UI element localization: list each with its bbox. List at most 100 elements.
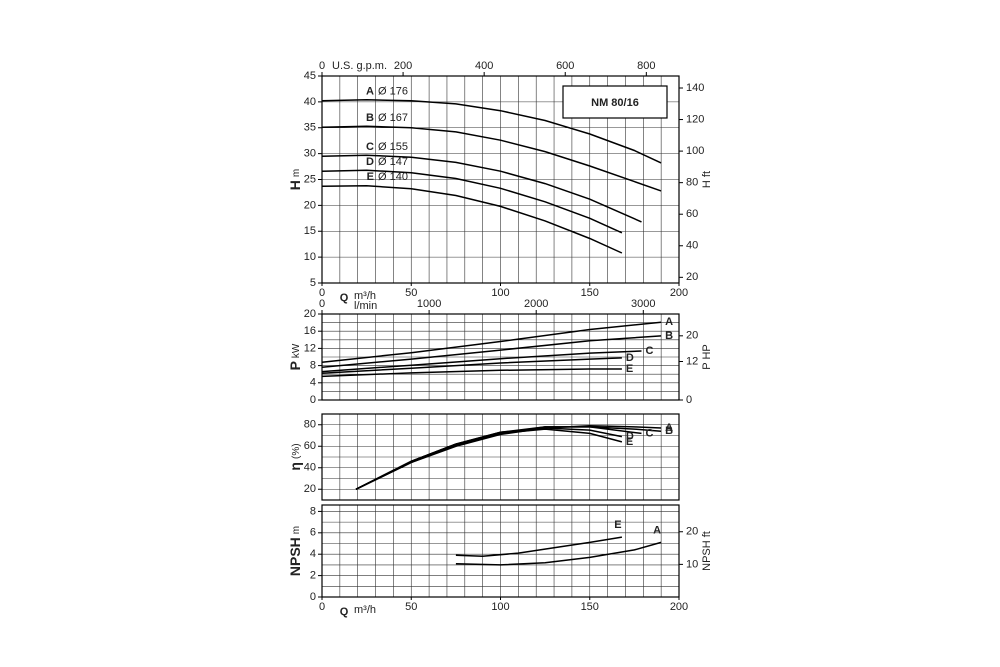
y2-tick-label: 20	[686, 330, 698, 342]
curve	[321, 368, 622, 378]
x-tick-label: 200	[670, 287, 688, 299]
plot-frame	[321, 413, 680, 501]
curve	[321, 357, 622, 375]
curve	[321, 350, 642, 373]
x-axis-name: Q	[340, 292, 349, 304]
x-tick-label: 150	[581, 601, 599, 613]
y2-tick-label: 80	[686, 177, 698, 189]
x2-tick-label: 800	[637, 60, 655, 72]
y-tick-label: 20	[304, 308, 316, 320]
y-tick-label: 12	[304, 342, 316, 354]
y-axis-name: H	[287, 180, 303, 190]
curve	[321, 184, 623, 254]
y-axis-label: η (%)	[287, 443, 303, 470]
series-name: C	[646, 427, 654, 439]
x2-tick-label: 400	[475, 60, 493, 72]
curve	[321, 169, 623, 234]
y-tick-label: 20	[304, 199, 316, 211]
y2-tick-label: 12	[686, 355, 698, 367]
x-axis-unit: m³/h	[354, 604, 376, 616]
x2-tick-label: 200	[394, 60, 412, 72]
x-axis-name: Q	[340, 606, 349, 618]
x-tick-label: 100	[491, 601, 509, 613]
x2-axis-label: l/min	[354, 300, 377, 312]
y2-tick-label: 0	[686, 394, 692, 406]
x-tick-label: 0	[319, 601, 325, 613]
series-name: A	[665, 422, 673, 434]
x2-tick-label: 600	[556, 60, 574, 72]
y-tick-label: 15	[304, 225, 316, 237]
series-label: Ø 176	[378, 86, 408, 98]
y-tick-label: 8	[310, 360, 316, 372]
y-tick-label: 0	[310, 591, 316, 603]
series-name: D	[366, 156, 374, 168]
y2-tick-label: 10	[686, 558, 698, 570]
x-axis-unit: m³/h	[354, 290, 376, 302]
x2-tick-label: 2000	[524, 298, 548, 310]
chart-title: NM 80/16	[591, 97, 639, 109]
title-box	[562, 85, 668, 119]
y-axis-unit: (%)	[291, 443, 302, 459]
y-tick-label: 4	[310, 377, 316, 389]
y-axis-unit: m	[291, 169, 302, 177]
x-tick-label: 150	[581, 287, 599, 299]
y-tick-label: 5	[310, 277, 316, 289]
y-axis-label: Hm	[287, 169, 303, 190]
series-name: A	[653, 524, 661, 536]
series-name: E	[367, 171, 374, 183]
y-tick-label: 20	[304, 483, 316, 495]
series-name: B	[665, 425, 673, 437]
series-name: B	[366, 112, 374, 124]
series-name: D	[626, 430, 634, 442]
series-name: B	[665, 330, 673, 342]
y-axis-label: PkW	[287, 343, 303, 370]
y-tick-label: 60	[304, 440, 316, 452]
series-name: D	[626, 352, 634, 364]
y2-axis-label: NPSH ft	[701, 531, 713, 571]
x-tick-label: 100	[491, 287, 509, 299]
y2-tick-label: 60	[686, 208, 698, 220]
curve	[321, 99, 662, 164]
y-tick-label: 16	[304, 325, 316, 337]
series-name: A	[665, 316, 673, 328]
x-tick-label: 50	[405, 601, 417, 613]
curve	[455, 536, 623, 558]
x-tick-label: 0	[319, 287, 325, 299]
y-tick-label: 40	[304, 462, 316, 474]
x2-tick-label: 3000	[631, 298, 655, 310]
y-tick-label: 40	[304, 96, 316, 108]
y-tick-label: 0	[310, 394, 316, 406]
series-name: C	[646, 345, 654, 357]
y2-tick-label: 120	[686, 113, 704, 125]
y-axis-unit: kW	[291, 343, 302, 358]
series-label: Ø 155	[378, 141, 408, 153]
y-tick-label: 4	[310, 548, 316, 560]
y-tick-label: 35	[304, 122, 316, 134]
x-tick-label: 200	[670, 601, 688, 613]
y2-axis-label: H ft	[701, 171, 713, 188]
x2-tick-label: 0	[319, 298, 325, 310]
series-label: Ø 147	[378, 156, 408, 168]
curve	[321, 321, 662, 363]
y-tick-label: 25	[304, 173, 316, 185]
y-tick-label: 45	[304, 70, 316, 82]
y2-tick-label: 20	[686, 526, 698, 538]
y2-tick-label: 140	[686, 82, 704, 94]
y2-tick-label: 40	[686, 240, 698, 252]
y-tick-label: 6	[310, 527, 316, 539]
curve	[321, 125, 662, 192]
series-name: E	[626, 363, 633, 375]
series-name: C	[366, 141, 374, 153]
y-axis-unit: m	[291, 526, 302, 534]
curve	[321, 154, 642, 223]
curve	[355, 428, 623, 490]
x2-tick-label: 0	[319, 60, 325, 72]
y-tick-label: 80	[304, 419, 316, 431]
y2-tick-label: 100	[686, 145, 704, 157]
y-tick-label: 8	[310, 505, 316, 517]
series-name: E	[626, 436, 633, 448]
series-name: A	[366, 86, 374, 98]
y-tick-label: 10	[304, 251, 316, 263]
